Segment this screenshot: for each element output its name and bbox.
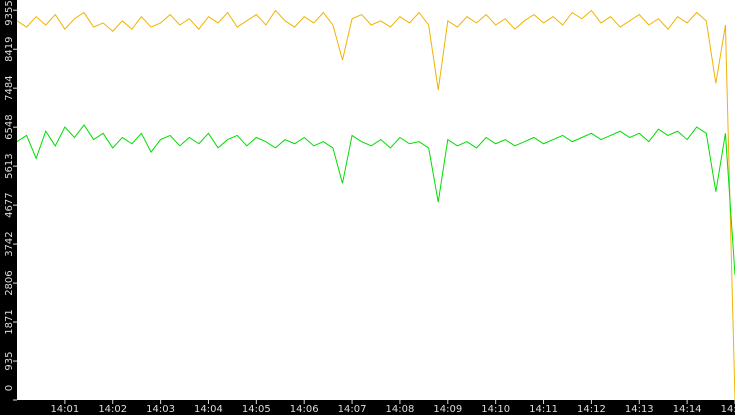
x-tick-label: 14:10 xyxy=(481,404,510,415)
x-tick-label: 14:04 xyxy=(194,404,223,415)
x-tick-label: 14:08 xyxy=(386,404,415,415)
y-tick-label: 4677 xyxy=(4,192,15,217)
series-line xyxy=(16,124,735,276)
x-tick-label: 14:01 xyxy=(50,404,79,415)
x-tick-label: 14:03 xyxy=(146,404,175,415)
y-tick-label: 8419 xyxy=(4,36,15,61)
x-tick-label: 14:02 xyxy=(98,404,127,415)
y-tick-label: 3742 xyxy=(4,231,15,256)
y-tick-label: 1871 xyxy=(4,309,15,334)
y-tick-label: 5613 xyxy=(4,153,15,178)
y-tick-label: 7484 xyxy=(4,75,15,100)
y-axis-strip xyxy=(0,0,17,415)
y-tick-label: 6548 xyxy=(4,114,15,139)
y-tick-label: 2806 xyxy=(4,270,15,295)
x-tick-label: 14:12 xyxy=(577,404,606,415)
x-tick-label: 14:05 xyxy=(242,404,271,415)
x-tick-label: 14:11 xyxy=(529,404,558,415)
x-tick-label: 14:06 xyxy=(290,404,319,415)
x-tick-label: 14:07 xyxy=(338,404,367,415)
x-tick-label: 14:15 xyxy=(721,404,735,415)
y-tick-label: 0 xyxy=(4,385,15,391)
x-tick-label: 14:09 xyxy=(433,404,462,415)
y-tick-label: 935 xyxy=(4,351,15,370)
y-tick-label: 9355 xyxy=(4,0,15,25)
series-line xyxy=(16,9,735,401)
x-tick-label: 14:14 xyxy=(673,404,702,415)
x-axis-strip xyxy=(0,400,735,415)
x-tick-label: 14:13 xyxy=(625,404,654,415)
